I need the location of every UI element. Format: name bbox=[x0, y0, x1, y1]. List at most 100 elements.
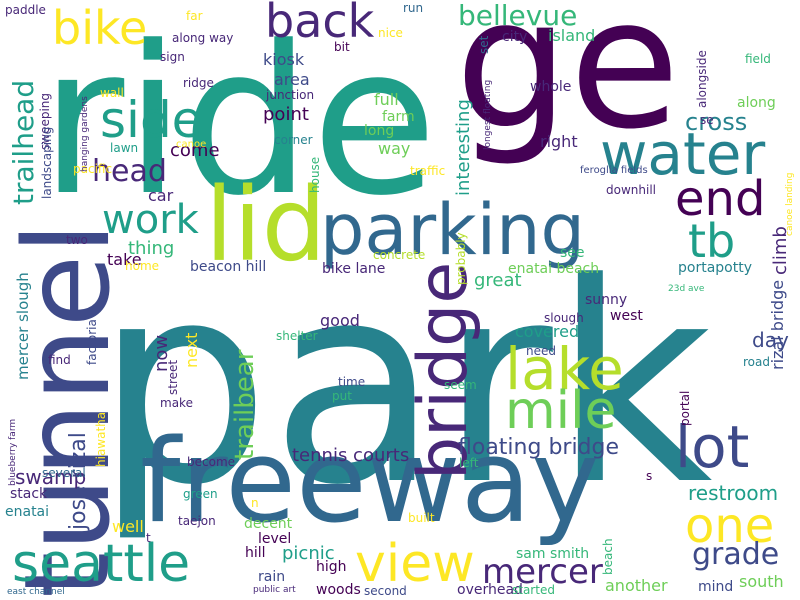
cloud-word: kiosk bbox=[263, 50, 305, 69]
cloud-word: day bbox=[752, 328, 789, 352]
cloud-word: time bbox=[338, 375, 366, 389]
cloud-word: wall bbox=[100, 86, 124, 100]
cloud-word: another bbox=[605, 576, 668, 595]
cloud-word: city bbox=[502, 29, 528, 45]
cloud-word: hanging gardens bbox=[80, 96, 90, 172]
cloud-word: slough bbox=[544, 311, 584, 325]
cloud-word: put bbox=[332, 389, 352, 403]
cloud-word: blueberry farm bbox=[8, 418, 18, 486]
cloud-word: bit bbox=[334, 40, 350, 54]
cloud-word: next bbox=[182, 332, 201, 368]
cloud-word: east channel bbox=[7, 587, 65, 597]
cloud-word: several bbox=[42, 466, 86, 480]
cloud-word: feroglia fields bbox=[580, 165, 648, 176]
cloud-word: built bbox=[408, 511, 435, 525]
cloud-word: taejon bbox=[178, 514, 216, 528]
cloud-word: covered bbox=[515, 322, 580, 341]
cloud-word: water bbox=[600, 120, 766, 188]
cloud-word: sam smith bbox=[516, 546, 590, 562]
cloud-word: s bbox=[646, 469, 653, 483]
cloud-word: corner bbox=[274, 133, 313, 147]
cloud-word: hill bbox=[245, 545, 266, 561]
cloud-word: decent bbox=[244, 516, 293, 532]
cloud-word: green bbox=[183, 487, 218, 501]
cloud-word: traffic bbox=[410, 164, 446, 178]
cloud-word: come bbox=[170, 140, 220, 161]
cloud-word: downhill bbox=[606, 183, 656, 197]
cloud-word: area bbox=[274, 70, 310, 89]
cloud-word: woods bbox=[316, 582, 361, 598]
cloud-word: se bbox=[700, 113, 714, 127]
cloud-word: west bbox=[610, 308, 643, 324]
cloud-word: started bbox=[512, 583, 555, 597]
cloud-word: bellevue bbox=[458, 0, 578, 32]
cloud-word: along way bbox=[172, 31, 234, 45]
cloud-word: left bbox=[459, 456, 479, 470]
cloud-word: seem bbox=[444, 378, 477, 392]
cloud-word: lid bbox=[205, 166, 327, 285]
cloud-word: ride bbox=[40, 3, 438, 241]
cloud-word: right bbox=[540, 132, 578, 151]
cloud-word: canoe bbox=[176, 139, 207, 150]
cloud-word: side bbox=[100, 91, 203, 149]
cloud-word: need bbox=[526, 344, 556, 358]
cloud-word: probably bbox=[454, 232, 468, 285]
cloud-word: bike lane bbox=[322, 261, 386, 277]
cloud-word: level bbox=[258, 531, 292, 547]
cloud-word: farm bbox=[382, 109, 415, 125]
cloud-word: enatai beach bbox=[508, 261, 600, 277]
cloud-word: stack bbox=[10, 486, 48, 502]
cloud-word: trailhead bbox=[7, 79, 40, 205]
cloud-word: bike bbox=[52, 1, 148, 55]
cloud-word: t bbox=[146, 531, 151, 545]
cloud-word: mercer bbox=[482, 552, 603, 592]
cloud-word: longest floating bbox=[483, 79, 493, 150]
cloud-word: picnic bbox=[282, 543, 335, 564]
cloud-word: tb bbox=[688, 214, 736, 268]
cloud-word: run bbox=[403, 1, 424, 15]
cloud-word: way bbox=[378, 139, 411, 158]
cloud-word: grade bbox=[692, 537, 780, 572]
cloud-word: mercer slough bbox=[14, 272, 32, 380]
cloud-word: view bbox=[355, 534, 475, 594]
cloud-word: public art bbox=[253, 585, 296, 595]
cloud-word: portal bbox=[678, 390, 692, 426]
cloud-word: road bbox=[743, 355, 770, 369]
cloud-word: paddle bbox=[5, 3, 46, 17]
cloud-word: good bbox=[320, 311, 360, 330]
cloud-word: cross bbox=[685, 108, 748, 136]
cloud-word: full bbox=[374, 90, 399, 109]
cloud-word: home bbox=[125, 259, 160, 273]
cloud-word: portapotty bbox=[678, 260, 752, 276]
cloud-word: ge bbox=[455, 0, 680, 169]
cloud-word: work bbox=[102, 197, 199, 243]
cloud-word: head bbox=[92, 154, 167, 189]
cloud-word: make bbox=[160, 396, 193, 410]
cloud-word: thing bbox=[128, 238, 175, 259]
cloud-word: beach bbox=[601, 538, 615, 575]
cloud-word: restroom bbox=[688, 481, 779, 505]
cloud-word: lake bbox=[505, 335, 624, 403]
cloud-word: rizal bridge bbox=[768, 279, 787, 370]
cloud-word: back bbox=[265, 0, 375, 48]
cloud-word: car bbox=[148, 186, 174, 205]
cloud-word: ridge bbox=[183, 76, 214, 90]
cloud-word: take bbox=[107, 250, 142, 269]
cloud-word: field bbox=[745, 52, 771, 66]
cloud-word: see bbox=[560, 245, 585, 261]
cloud-word: nice bbox=[378, 26, 403, 40]
cloud-word: concrete bbox=[373, 248, 426, 262]
cloud-word: along bbox=[737, 95, 776, 111]
cloud-word: whole bbox=[530, 79, 572, 95]
cloud-word: rain bbox=[258, 569, 286, 585]
cloud-word: park bbox=[95, 225, 713, 546]
cloud-word: island bbox=[548, 26, 596, 45]
cloud-word: set bbox=[477, 35, 491, 54]
cloud-word: n bbox=[251, 496, 259, 510]
cloud-word: overhead bbox=[457, 582, 523, 598]
cloud-word: lot bbox=[675, 413, 750, 481]
cloud-word: great bbox=[474, 270, 522, 291]
cloud-word: point bbox=[263, 104, 309, 125]
cloud-word: interesting bbox=[453, 99, 474, 196]
cloud-word: sign bbox=[160, 50, 185, 64]
